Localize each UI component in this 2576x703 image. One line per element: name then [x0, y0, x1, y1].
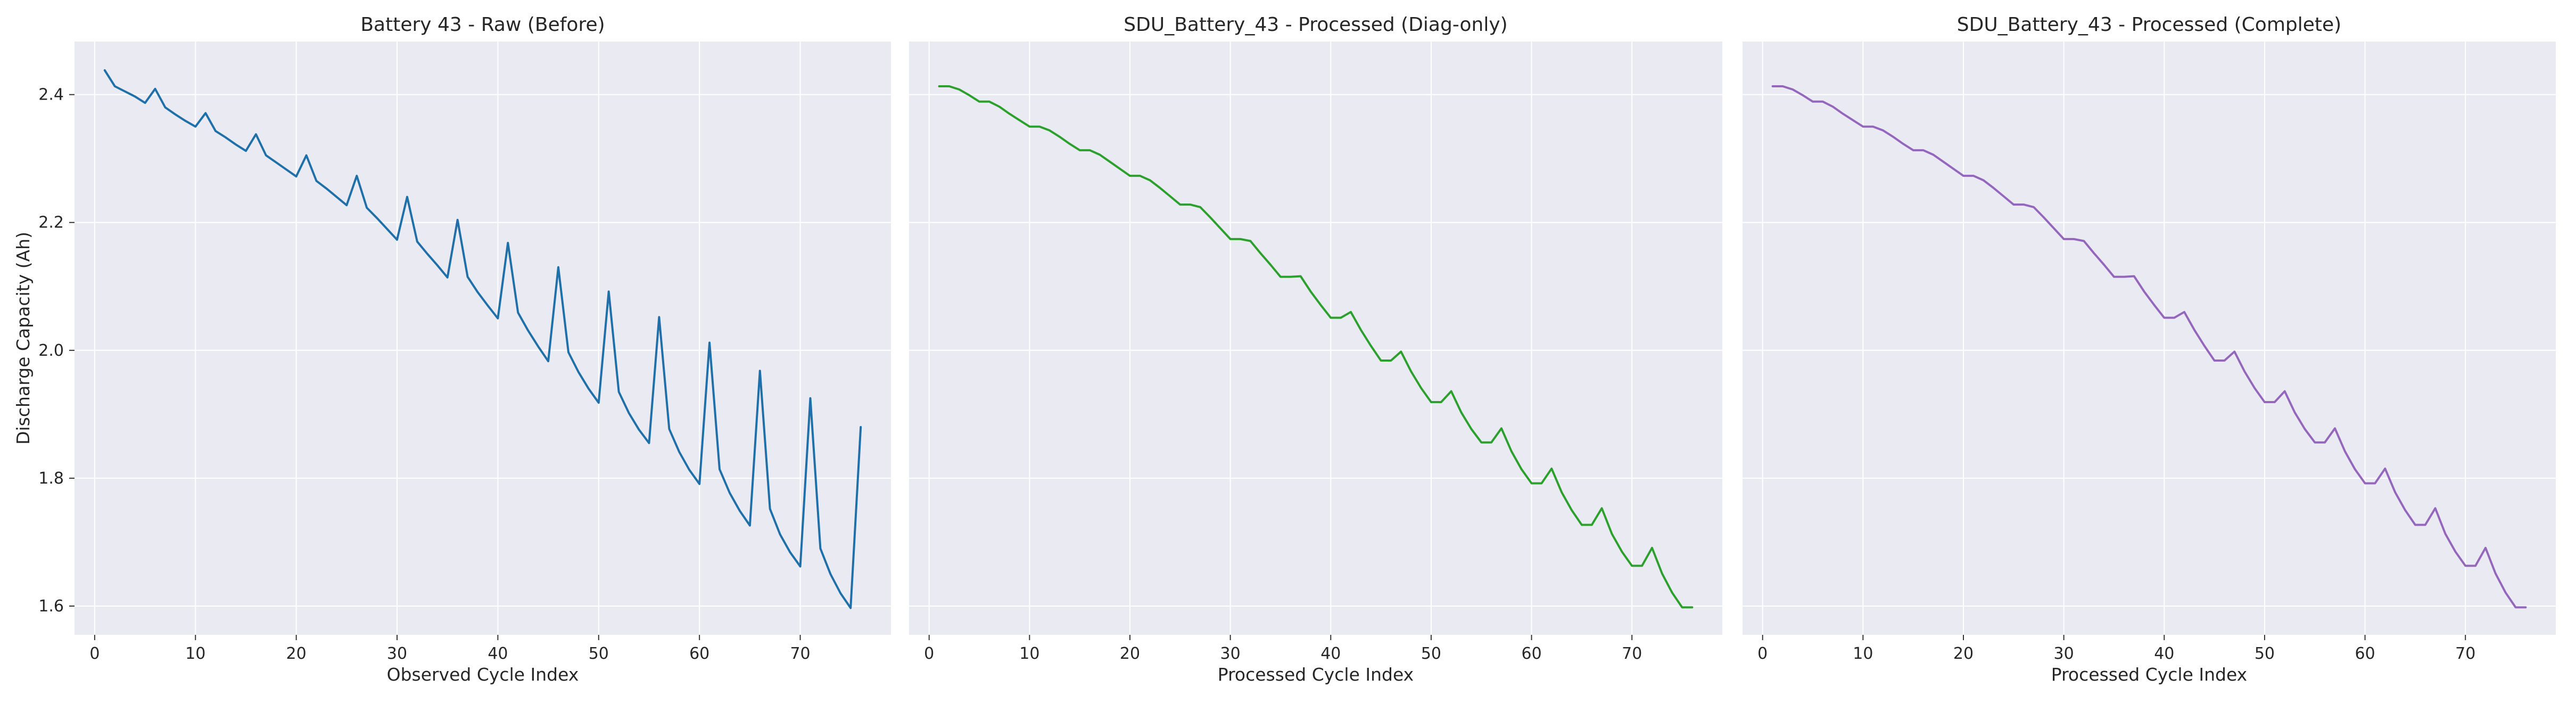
- x-tick-label: 50: [2255, 644, 2275, 663]
- chart-title: SDU_Battery_43 - Processed (Diag-only): [1124, 14, 1507, 36]
- x-tick-label: 20: [286, 644, 307, 663]
- plot-area: [1743, 42, 2556, 635]
- ticks-y: 1.6 1.8 2.0 2.2 2.4: [38, 86, 75, 616]
- x-tick-label: 40: [1320, 644, 1341, 663]
- x-tick-label: 60: [1521, 644, 1541, 663]
- x-tick-label: 20: [1953, 644, 1974, 663]
- x-tick-label: 50: [589, 644, 609, 663]
- x-tick-label: 50: [1421, 644, 1441, 663]
- chart-title: Battery 43 - Raw (Before): [360, 14, 605, 36]
- panel-diag-only: SDU_Battery_43 - Processed (Diag-only) 0…: [909, 14, 1722, 685]
- panel-raw: Battery 43 - Raw (Before) 0 10 20 30 40 50 60 7…: [13, 14, 891, 685]
- x-tick-label: 0: [1757, 644, 1768, 663]
- x-tick-label: 60: [689, 644, 709, 663]
- grid-x: [928, 42, 1633, 635]
- x-tick-label: 10: [1019, 644, 1039, 663]
- y-axis-label: Discharge Capacity (Ah): [13, 232, 34, 445]
- x-tick-label: 70: [2455, 644, 2475, 663]
- x-tick-label: 60: [2355, 644, 2375, 663]
- grid-x: [94, 42, 801, 635]
- x-tick-label: 70: [1622, 644, 1642, 663]
- x-tick-label: 10: [1853, 644, 1873, 663]
- y-tick-label: 1.8: [38, 469, 64, 488]
- x-tick-label: 40: [488, 644, 508, 663]
- series-line: [103, 69, 862, 609]
- ticks-x: 0 10 20 30 40 50 60 70: [89, 635, 811, 663]
- x-tick-label: 30: [387, 644, 407, 663]
- x-axis-label: Processed Cycle Index: [2051, 664, 2247, 685]
- series-line: [938, 85, 1694, 609]
- chart-title: SDU_Battery_43 - Processed (Complete): [1957, 14, 2341, 36]
- ticks-x: 0 10 20 30 40 50 60 70: [1757, 635, 2475, 663]
- ticks-x: 0 10 20 30 40 50 60 70: [924, 635, 1642, 663]
- x-tick-label: 20: [1120, 644, 1140, 663]
- x-tick-label: 70: [790, 644, 810, 663]
- x-axis-label: Processed Cycle Index: [1218, 664, 1414, 685]
- grid-y: [909, 94, 1722, 607]
- grid-y: [1743, 94, 2556, 607]
- plot-area: [909, 42, 1722, 635]
- x-axis-label: Observed Cycle Index: [387, 664, 579, 685]
- plot-area: [75, 42, 891, 635]
- x-tick-label: 0: [89, 644, 100, 663]
- y-tick-label: 1.6: [38, 597, 64, 616]
- x-tick-label: 10: [185, 644, 205, 663]
- y-tick-label: 2.0: [38, 341, 64, 360]
- x-tick-label: 30: [2054, 644, 2074, 663]
- x-tick-label: 0: [924, 644, 934, 663]
- x-tick-label: 40: [2154, 644, 2174, 663]
- panel-complete: SDU_Battery_43 - Processed (Complete) 0 1…: [1743, 14, 2556, 685]
- grid-y: [75, 94, 891, 607]
- y-tick-label: 2.4: [38, 86, 64, 104]
- series-line: [1771, 85, 2527, 609]
- x-tick-label: 30: [1220, 644, 1241, 663]
- y-tick-label: 2.2: [38, 214, 64, 232]
- grid-x: [1762, 42, 2466, 635]
